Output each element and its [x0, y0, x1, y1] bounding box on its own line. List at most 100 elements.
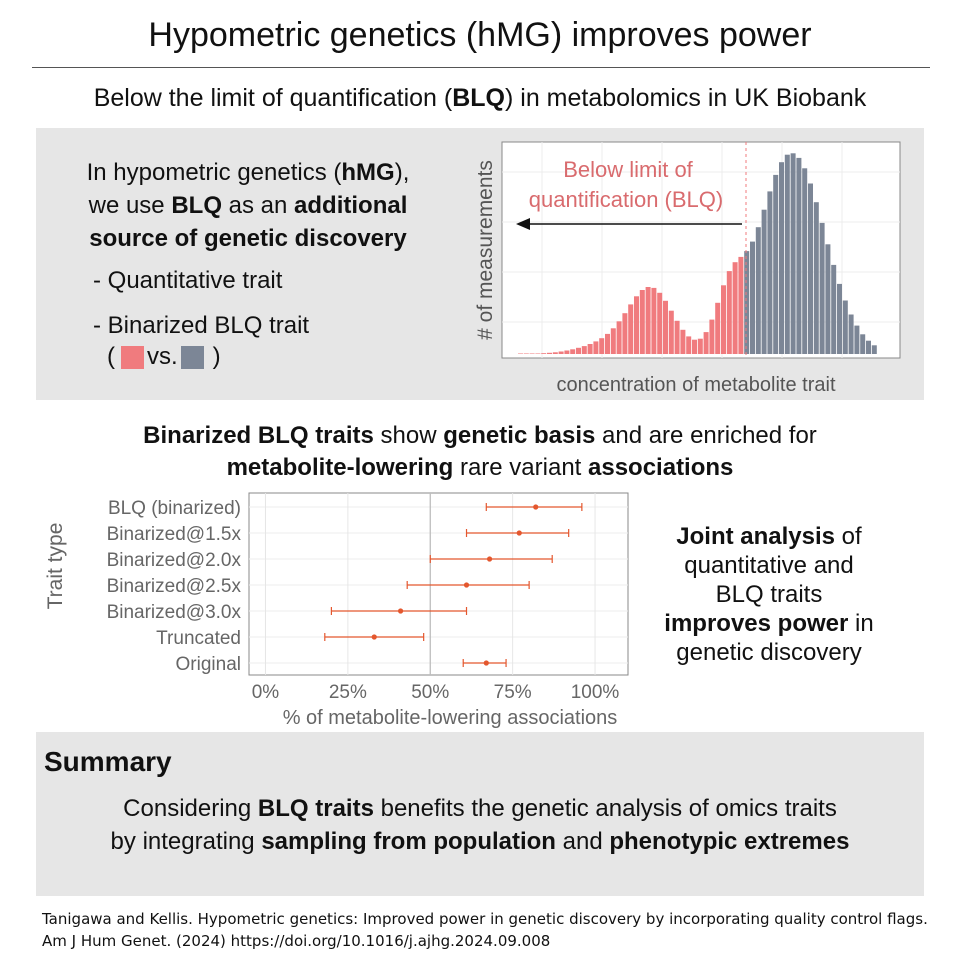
histogram-bar-blq	[721, 285, 726, 354]
histogram-bar-blq	[523, 353, 529, 354]
histogram-bar-quantified	[854, 325, 860, 354]
histogram-bar-blq	[599, 338, 605, 354]
heading-part: and are enriched for	[595, 422, 817, 449]
forest-tick-label: 25%	[329, 682, 367, 703]
histogram-bar-blq	[668, 310, 674, 354]
histogram-bar-blq	[547, 352, 552, 354]
histogram-bar-blq	[663, 300, 668, 354]
subtitle-part-bold: BLQ	[452, 84, 505, 112]
histogram-bar-quantified	[773, 174, 779, 354]
forest-point	[371, 634, 377, 640]
histogram-bar-blq	[593, 341, 599, 354]
histogram-bar-quantified	[825, 244, 831, 354]
joint-part-bold: improves power	[664, 610, 849, 637]
summary-part-bold: BLQ traits	[257, 795, 374, 822]
enrichment-heading: Binarized BLQ traits show genetic basis …	[0, 420, 960, 484]
histogram-bar-blq	[570, 349, 576, 354]
bullet-quantitative-trait: - Quantitative trait	[93, 267, 283, 294]
histogram-bar-quantified	[744, 251, 750, 354]
forest-category-label: Original	[176, 654, 241, 675]
histogram-bar-quantified	[779, 162, 784, 354]
heading-part-bold: genetic basis	[443, 422, 596, 449]
blq-annotation-line2: quantification (BLQ)	[529, 187, 723, 212]
histogram-bar-blq	[622, 313, 628, 354]
histogram-bars	[518, 153, 877, 354]
forest-tick-label: 0%	[252, 682, 280, 703]
histogram-ylabel: # of measurements	[474, 160, 497, 340]
histogram-bar-quantified	[866, 340, 871, 354]
joint-part: in	[848, 610, 874, 637]
quant-color-swatch	[180, 345, 204, 369]
histogram-bar-blq	[639, 290, 645, 354]
legend-line: ( vs. )	[107, 343, 221, 371]
histogram-bar-blq	[697, 338, 703, 354]
subtitle-part: ) in metabolomics in UK Biobank	[505, 84, 867, 112]
histogram-bar-blq	[692, 339, 697, 354]
forest-tick-label: 75%	[494, 682, 532, 703]
histogram-bar-blq	[651, 287, 657, 354]
histogram-bar-quantified	[813, 202, 819, 354]
histogram-bar-blq	[564, 350, 570, 354]
forest-category-labels: BLQ (binarized) Binarized@1.5x Binarized@2…	[107, 498, 242, 675]
histogram-bar-blq	[732, 262, 738, 354]
joint-part-bold: Joint analysis	[676, 523, 836, 550]
forest-category-label: Binarized@2.5x	[107, 576, 242, 597]
histogram-bar-blq	[709, 319, 715, 354]
histogram-bar-blq	[535, 353, 541, 354]
forest-category-label: BLQ (binarized)	[108, 498, 241, 519]
histogram-bar-blq	[686, 336, 692, 354]
intro-part-bold: hMG	[341, 159, 395, 186]
title-divider	[32, 67, 930, 68]
intro-part: ),	[394, 159, 410, 186]
summary-part-bold: phenotypic extremes	[609, 828, 850, 855]
histogram-bar-blq	[558, 351, 564, 354]
histogram-bar-quantified	[860, 334, 866, 354]
legend-close-paren: )	[212, 343, 221, 370]
histogram-bar-blq	[581, 346, 587, 354]
forest-plot-area	[248, 492, 629, 676]
histogram-xlabel: concentration of metabolite trait	[556, 374, 835, 396]
blq-annotation-line1: Below limit of	[563, 157, 693, 182]
intro-text: In hypometric genetics (hMG), we use BLQ…	[48, 156, 448, 255]
histogram-bar-blq	[587, 344, 593, 354]
forest-category-label: Binarized@2.0x	[107, 550, 242, 571]
summary-body: Considering BLQ traits benefits the gene…	[36, 792, 924, 858]
histogram-bar-quantified	[790, 153, 796, 354]
forest-tick-label: 50%	[411, 682, 449, 703]
joint-analysis-text: Joint analysis of quantitative and BLQ t…	[624, 522, 914, 667]
intro-part: as an	[222, 192, 295, 219]
histogram-bar-blq	[634, 296, 639, 354]
histogram-bar-blq	[605, 333, 610, 354]
heading-part-bold: associations	[588, 454, 734, 481]
histogram-bar-blq	[552, 352, 558, 354]
forest-point	[463, 582, 470, 588]
histogram-bar-blq	[726, 271, 732, 354]
forest-marks	[324, 503, 583, 667]
histogram-bar-blq	[541, 353, 547, 354]
histogram-bar-quantified	[848, 314, 854, 354]
blq-color-swatch	[121, 345, 144, 369]
intro-part-bold: additional	[294, 192, 408, 219]
histogram-bar-blq	[674, 320, 680, 354]
forest-xlabel: % of metabolite-lowering associations	[283, 707, 618, 729]
heading-part-bold: metabolite-lowering	[226, 454, 454, 481]
page-title: Hypometric genetics (hMG) improves power	[148, 16, 812, 54]
forest-category-label: Binarized@1.5x	[107, 524, 242, 545]
joint-part: quantitative and	[684, 552, 854, 579]
citation-line1: Tanigawa and Kellis. Hypometric genetics…	[42, 910, 928, 928]
forest-category-label: Truncated	[156, 628, 241, 649]
joint-part: of	[835, 523, 862, 550]
legend-vs: vs.	[147, 343, 178, 370]
heading-part-bold: Binarized BLQ traits	[143, 422, 374, 449]
joint-part: BLQ traits	[715, 581, 823, 608]
histogram-bar-quantified	[842, 300, 848, 354]
histogram-bar-blq	[715, 302, 721, 354]
forest-tick-label: 100%	[571, 682, 620, 703]
histogram-chart: Below limit of quantification (BLQ) # of…	[474, 141, 901, 396]
forest-point	[516, 530, 522, 536]
summary-part-bold: sampling from population	[261, 828, 556, 855]
histogram-bar-quantified	[784, 154, 790, 354]
summary-panel	[36, 732, 924, 896]
summary-part: by integrating	[110, 828, 262, 855]
histogram-bar-blq	[703, 332, 709, 354]
